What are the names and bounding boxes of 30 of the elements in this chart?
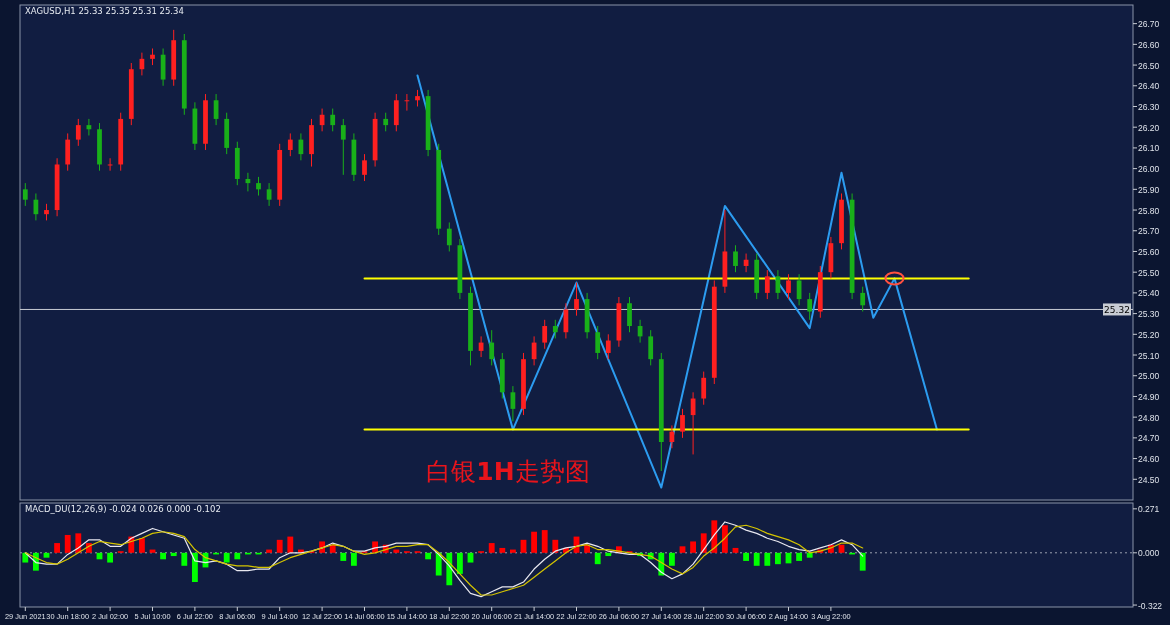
y-tick-label: 26.50 (1138, 60, 1160, 71)
y-tick-label: 24.60 (1138, 454, 1160, 465)
chart-title: XAGUSD,H1 25.33 25.35 25.31 25.34 (25, 6, 184, 16)
y-tick-label: 25.10 (1138, 350, 1160, 361)
y-tick-label: 25.30 (1138, 309, 1160, 320)
ref-line-label: 25.32 (1104, 305, 1130, 316)
y-tick-label: 25.90 (1138, 184, 1160, 195)
y-tick-label: 26.10 (1138, 143, 1160, 154)
y-tick-label: 26.30 (1138, 101, 1160, 112)
chart-title: MACD_DU(12,26,9) -0.024 0.026 0.000 -0.102 (25, 504, 221, 514)
y-tick-label: 24.80 (1138, 412, 1160, 423)
y-tick-label: 24.50 (1138, 474, 1160, 485)
y-tick-label: 25.00 (1138, 371, 1160, 382)
y-tick-label: 26.40 (1138, 81, 1160, 92)
y-tick-label: 25.40 (1138, 288, 1160, 299)
y-tick-label: -0.322 (1138, 600, 1163, 611)
y-tick-label: 0.271 (1138, 504, 1160, 515)
annotation: 白银1H走势图 (426, 457, 590, 487)
y-tick-label: 26.70 (1138, 19, 1160, 30)
y-tick-label: 25.80 (1138, 205, 1160, 216)
y-tick-label: 26.00 (1138, 164, 1160, 175)
y-tick-label: 25.70 (1138, 226, 1160, 237)
y-tick-label: 24.90 (1138, 391, 1160, 402)
y-tick-label: 25.20 (1138, 329, 1160, 340)
y-tick-label: 24.70 (1138, 433, 1160, 444)
y-tick-label: 0.000 (1138, 548, 1160, 559)
y-tick-label: 25.50 (1138, 267, 1160, 278)
y-tick-label: 25.60 (1138, 246, 1160, 257)
y-tick-label: 26.60 (1138, 39, 1160, 50)
y-tick-label: 26.20 (1138, 122, 1160, 133)
